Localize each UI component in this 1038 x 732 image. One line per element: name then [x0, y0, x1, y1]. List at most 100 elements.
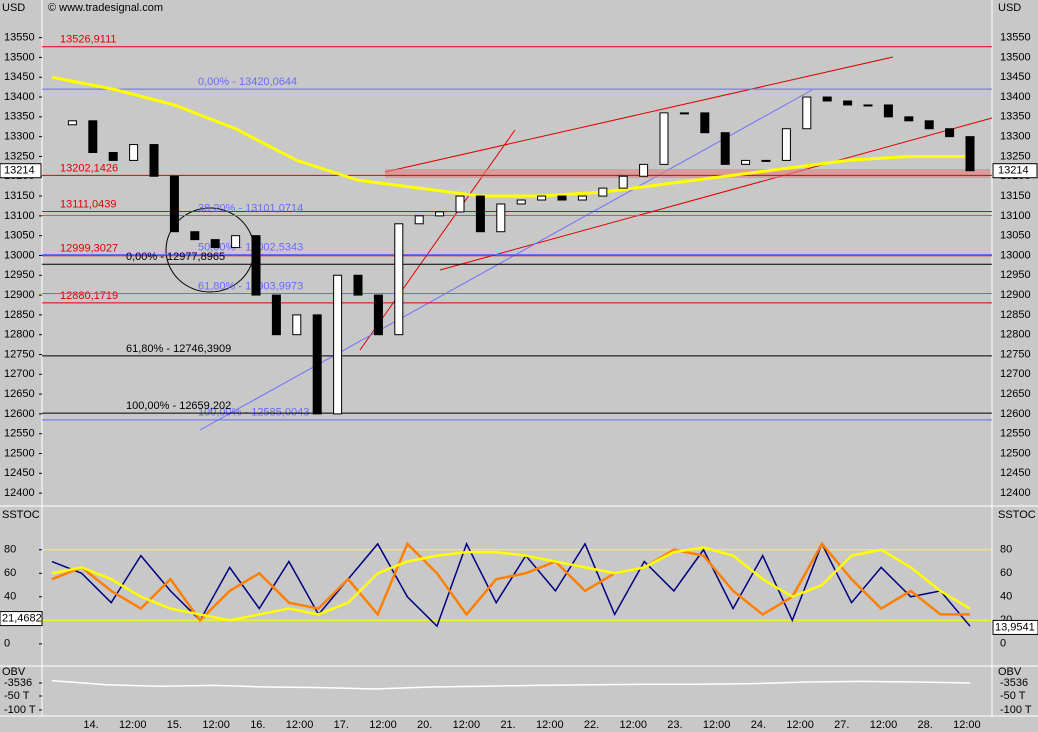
y-tick-label: 13300 — [1000, 131, 1031, 143]
level-label: 50,00% - 13002,5343 — [198, 241, 303, 253]
candle — [598, 187, 608, 197]
candle — [292, 314, 302, 336]
price-box — [0, 163, 42, 179]
candle — [394, 223, 404, 336]
candle — [271, 294, 281, 336]
y-tick-label: 13450 — [4, 71, 35, 83]
candle — [639, 163, 649, 177]
series-line — [51, 546, 971, 622]
currency-label: USD — [2, 2, 25, 14]
y-tick-label: 13100 — [4, 210, 35, 222]
y-tick-label: 0 — [4, 638, 10, 650]
candle — [414, 215, 424, 225]
y-tick-label: 0 — [1000, 638, 1006, 650]
y-tick-label: 13000 — [4, 249, 35, 261]
candle — [475, 195, 485, 233]
series-line — [51, 679, 971, 690]
level-label: 100,00% - 12659,202 — [126, 400, 231, 412]
y-tick-label: -3536 — [4, 677, 32, 689]
candle — [945, 128, 955, 138]
level-label: 13111,0439 — [60, 198, 116, 210]
y-tick-label: 12600 — [1000, 408, 1031, 420]
candle — [251, 235, 261, 296]
candle — [231, 235, 241, 249]
y-tick-label: 80 — [1000, 544, 1012, 556]
y-tick-label: 13400 — [1000, 91, 1031, 103]
candle — [516, 199, 526, 205]
y-tick-label: 12850 — [1000, 309, 1031, 321]
panel-title: OBV — [998, 666, 1022, 678]
price-box — [992, 163, 1038, 179]
y-tick-label: 12550 — [1000, 428, 1031, 440]
value-label: 21,4682 — [2, 612, 42, 624]
x-tick-label: 12:00 — [536, 719, 564, 731]
y-tick-label: 12650 — [4, 388, 35, 400]
y-tick-label: 12950 — [4, 269, 35, 281]
candle — [537, 195, 547, 201]
candle — [679, 112, 689, 115]
candle — [924, 120, 934, 130]
y-tick-label: -3536 — [1000, 677, 1028, 689]
x-tick-label: 12:00 — [870, 719, 898, 731]
x-tick-label: 12:00 — [369, 719, 397, 731]
candle — [169, 175, 179, 233]
zone — [385, 169, 990, 178]
x-tick-label: 12:00 — [786, 719, 814, 731]
y-tick-label: 12700 — [4, 368, 35, 380]
level-label: 12999,3027 — [60, 243, 118, 255]
x-tick-label: 12:00 — [453, 719, 481, 731]
x-tick-label: 16. — [250, 719, 265, 731]
trend-line — [384, 56, 894, 173]
y-tick-label: 12600 — [4, 408, 35, 420]
candle — [190, 231, 200, 241]
y-tick-label: 40 — [1000, 591, 1012, 603]
y-tick-label: 13250 — [4, 150, 35, 162]
x-tick-label: 12:00 — [202, 719, 230, 731]
candle — [700, 112, 710, 134]
x-tick-label: 22. — [584, 719, 599, 731]
y-tick-label: 60 — [4, 567, 16, 579]
candle — [883, 104, 893, 118]
y-tick-label: 12850 — [4, 309, 35, 321]
x-tick-label: 12:00 — [286, 719, 314, 731]
y-tick-label: 12750 — [4, 348, 35, 360]
panel-title: SSTOC — [2, 509, 40, 521]
candle — [455, 195, 465, 213]
candle — [312, 314, 322, 415]
y-tick-label: 80 — [4, 544, 16, 556]
y-tick-label: 12950 — [1000, 269, 1031, 281]
y-tick-label: 12450 — [4, 467, 35, 479]
source: © www.tradesignal.com — [48, 2, 163, 14]
candle — [822, 96, 832, 102]
y-tick-label: 13550 — [1000, 32, 1031, 44]
x-tick-label: 27. — [834, 719, 849, 731]
level-label: 38,20% - 13101,0714 — [198, 202, 303, 214]
series-line — [51, 541, 971, 628]
x-tick-label: 20. — [417, 719, 432, 731]
price-label: 13214 — [4, 165, 35, 177]
candle — [353, 274, 363, 296]
x-tick-label: 14. — [83, 719, 98, 731]
x-tick-label: 12:00 — [703, 719, 731, 731]
y-tick-label: 13400 — [4, 91, 35, 103]
currency-label: USD — [998, 2, 1021, 14]
candle — [781, 128, 791, 161]
candle — [659, 112, 669, 165]
y-tick-label: 12400 — [4, 487, 35, 499]
y-tick-label: -50 T — [1000, 690, 1026, 702]
level-label: 12880,1719 — [60, 290, 118, 302]
y-tick-label: 13050 — [4, 230, 35, 242]
candle — [435, 211, 445, 217]
trend-line — [439, 117, 993, 271]
y-tick-label: 13150 — [4, 190, 35, 202]
y-tick-label: 12700 — [1000, 368, 1031, 380]
trend-line — [359, 129, 516, 351]
y-tick-label: 13000 — [1000, 249, 1031, 261]
y-tick-label: 40 — [4, 591, 16, 603]
value-box — [992, 619, 1038, 635]
value-label: 13,9541 — [995, 621, 1035, 633]
x-tick-label: 12:00 — [119, 719, 147, 731]
y-tick-label: 12450 — [1000, 467, 1031, 479]
